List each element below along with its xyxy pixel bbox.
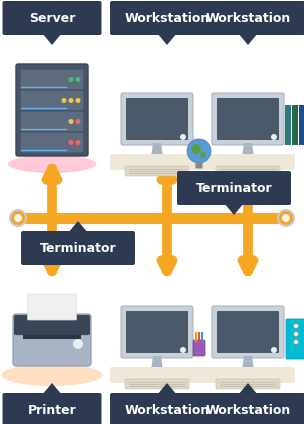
Polygon shape: [238, 383, 258, 395]
FancyBboxPatch shape: [191, 1, 304, 35]
FancyBboxPatch shape: [177, 171, 291, 205]
Circle shape: [271, 347, 277, 353]
Text: Printer: Printer: [28, 404, 76, 416]
Circle shape: [68, 119, 74, 124]
Circle shape: [293, 324, 299, 329]
FancyBboxPatch shape: [2, 1, 102, 35]
Circle shape: [68, 140, 74, 145]
Ellipse shape: [2, 364, 102, 386]
FancyBboxPatch shape: [216, 166, 280, 176]
FancyBboxPatch shape: [285, 105, 291, 145]
FancyBboxPatch shape: [201, 367, 295, 383]
Polygon shape: [42, 33, 62, 45]
Circle shape: [293, 340, 299, 344]
Circle shape: [200, 152, 206, 158]
FancyBboxPatch shape: [212, 306, 284, 358]
Circle shape: [75, 77, 81, 82]
FancyBboxPatch shape: [20, 111, 84, 132]
FancyBboxPatch shape: [125, 166, 189, 176]
FancyBboxPatch shape: [13, 314, 91, 366]
Circle shape: [282, 214, 290, 222]
FancyBboxPatch shape: [201, 154, 295, 170]
FancyBboxPatch shape: [126, 311, 188, 353]
Polygon shape: [68, 221, 88, 233]
FancyBboxPatch shape: [20, 69, 84, 90]
FancyBboxPatch shape: [191, 393, 304, 424]
Circle shape: [61, 98, 67, 103]
FancyBboxPatch shape: [110, 393, 224, 424]
FancyBboxPatch shape: [217, 311, 279, 353]
Text: Server: Server: [29, 11, 75, 25]
FancyBboxPatch shape: [28, 294, 76, 320]
FancyBboxPatch shape: [20, 90, 84, 111]
Polygon shape: [157, 33, 177, 45]
Ellipse shape: [8, 155, 96, 173]
Polygon shape: [157, 383, 177, 395]
FancyBboxPatch shape: [286, 319, 304, 359]
Text: Terminator: Terminator: [196, 181, 272, 195]
Circle shape: [68, 98, 74, 103]
FancyBboxPatch shape: [121, 93, 193, 145]
Circle shape: [180, 134, 186, 140]
Polygon shape: [242, 143, 254, 157]
FancyBboxPatch shape: [292, 105, 298, 145]
Circle shape: [10, 210, 26, 226]
Circle shape: [271, 134, 277, 140]
Circle shape: [14, 214, 22, 222]
FancyBboxPatch shape: [195, 162, 202, 168]
FancyBboxPatch shape: [217, 98, 279, 140]
Text: Workstation: Workstation: [124, 404, 210, 416]
FancyBboxPatch shape: [216, 379, 280, 389]
FancyBboxPatch shape: [299, 105, 304, 145]
Text: Workstation: Workstation: [124, 11, 210, 25]
FancyBboxPatch shape: [110, 154, 204, 170]
Circle shape: [180, 347, 186, 353]
Circle shape: [278, 210, 294, 226]
Circle shape: [68, 77, 74, 82]
Polygon shape: [242, 356, 254, 370]
FancyBboxPatch shape: [126, 98, 188, 140]
Polygon shape: [42, 383, 62, 395]
Circle shape: [73, 339, 83, 349]
Circle shape: [191, 144, 201, 154]
FancyBboxPatch shape: [212, 93, 284, 145]
Circle shape: [75, 98, 81, 103]
FancyBboxPatch shape: [110, 367, 204, 383]
FancyBboxPatch shape: [14, 315, 90, 335]
FancyBboxPatch shape: [21, 231, 135, 265]
FancyBboxPatch shape: [20, 132, 84, 153]
Circle shape: [75, 140, 81, 145]
Circle shape: [187, 139, 211, 163]
FancyBboxPatch shape: [121, 306, 193, 358]
Circle shape: [75, 119, 81, 124]
FancyBboxPatch shape: [193, 340, 205, 356]
FancyBboxPatch shape: [110, 1, 224, 35]
Polygon shape: [151, 143, 163, 157]
Text: Workstation: Workstation: [206, 11, 291, 25]
Circle shape: [293, 332, 299, 337]
FancyBboxPatch shape: [16, 64, 88, 156]
Text: Workstation: Workstation: [206, 404, 291, 416]
FancyBboxPatch shape: [2, 393, 102, 424]
Polygon shape: [238, 33, 258, 45]
Polygon shape: [224, 203, 244, 215]
FancyBboxPatch shape: [125, 379, 189, 389]
Polygon shape: [151, 356, 163, 370]
FancyBboxPatch shape: [23, 335, 81, 339]
Text: Terminator: Terminator: [40, 242, 116, 254]
